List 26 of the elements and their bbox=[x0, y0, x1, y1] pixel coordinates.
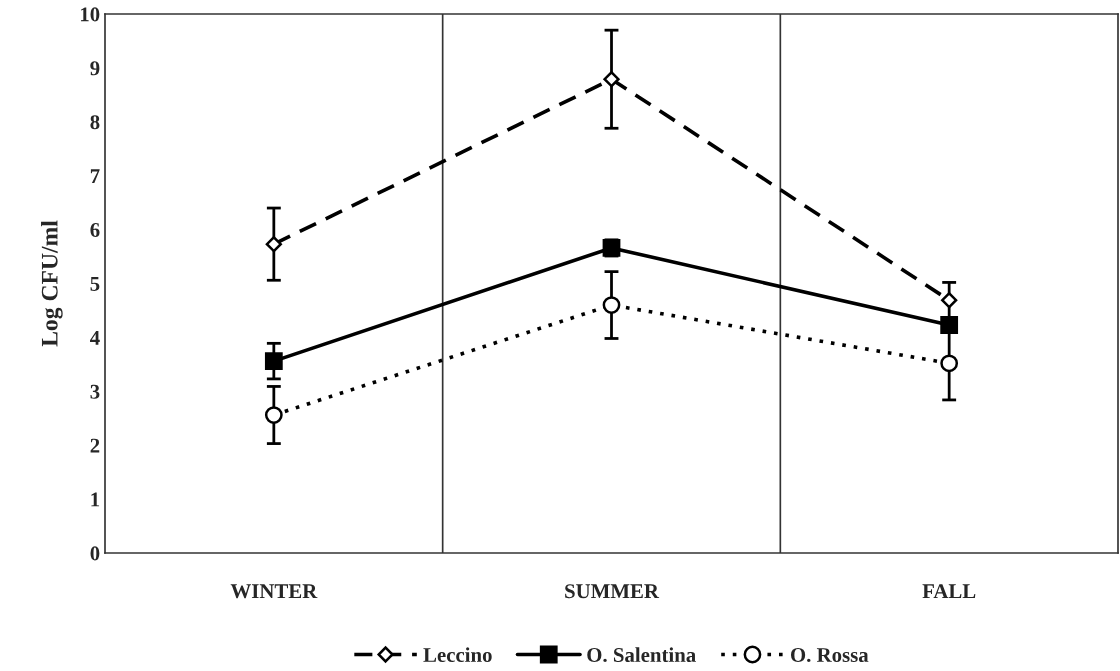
point bbox=[602, 296, 621, 314]
y-tick-label: 8 bbox=[90, 115, 100, 130]
point bbox=[265, 236, 282, 253]
point bbox=[264, 352, 283, 371]
point bbox=[603, 71, 620, 88]
y-tick-label: 10 bbox=[80, 7, 100, 22]
y-tick-label: 7 bbox=[90, 169, 100, 183]
point bbox=[941, 292, 958, 309]
legend-label: O. Salentina bbox=[587, 647, 696, 663]
y-tick-label: 5 bbox=[90, 277, 100, 291]
legend-label: O. Rossa bbox=[790, 648, 869, 663]
point bbox=[264, 406, 283, 424]
point bbox=[940, 316, 959, 334]
point bbox=[940, 354, 959, 373]
y-tick-label: 6 bbox=[90, 223, 100, 238]
legend-label: Leccino bbox=[423, 647, 492, 662]
y-tick-label: 2 bbox=[90, 438, 100, 453]
y-tick-label: 4 bbox=[90, 330, 100, 345]
y-tick-label: 3 bbox=[90, 384, 100, 399]
x-tick-label: SUMMER bbox=[565, 584, 660, 599]
y-tick-label: 1 bbox=[91, 492, 100, 507]
y-axis-title: Log CFU/ml bbox=[41, 220, 63, 347]
y-tick-label: 9 bbox=[90, 61, 100, 76]
x-tick-label: FALL bbox=[922, 584, 976, 599]
y-tick-label: 0 bbox=[90, 546, 100, 561]
x-tick-label: WINTER bbox=[230, 584, 318, 599]
